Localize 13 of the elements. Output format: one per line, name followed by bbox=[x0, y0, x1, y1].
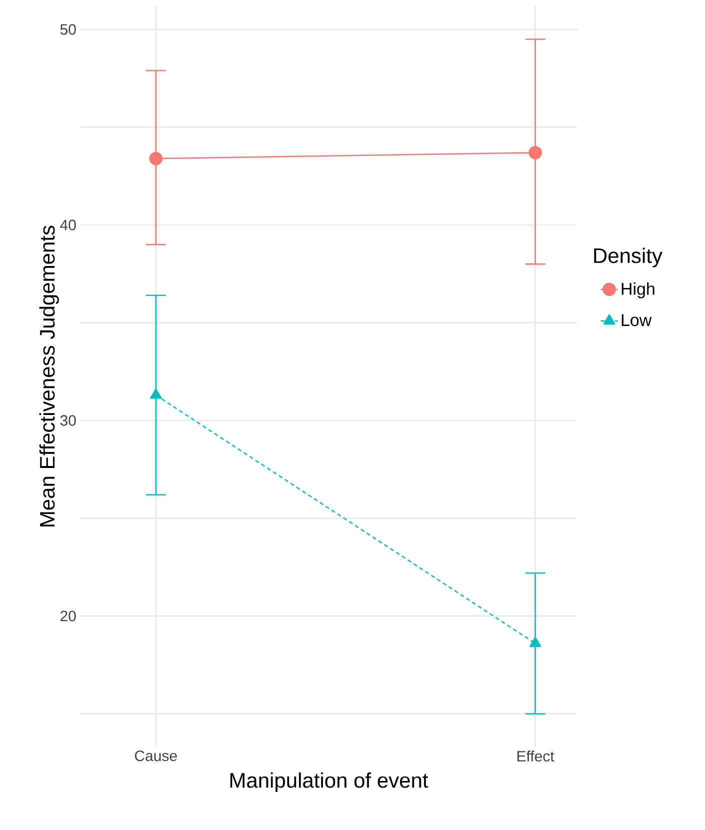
point bbox=[528, 146, 542, 160]
y-tick-label: 30 bbox=[60, 415, 76, 426]
x-tick-label: Effect bbox=[517, 750, 554, 762]
y-tick-label: 50 bbox=[60, 24, 76, 35]
point bbox=[149, 152, 163, 166]
x-axis-title: Manipulation of event bbox=[230, 772, 428, 792]
x-tick-label: Cause bbox=[134, 750, 177, 762]
y-axis-title: Mean Effectiveness Judgements bbox=[39, 226, 59, 526]
legend-title: Density bbox=[594, 248, 662, 268]
legend-label: Low bbox=[622, 314, 652, 326]
y-tick-label: 40 bbox=[60, 220, 76, 230]
y-tick-label: 20 bbox=[60, 610, 76, 622]
legend-label: High bbox=[622, 282, 654, 298]
